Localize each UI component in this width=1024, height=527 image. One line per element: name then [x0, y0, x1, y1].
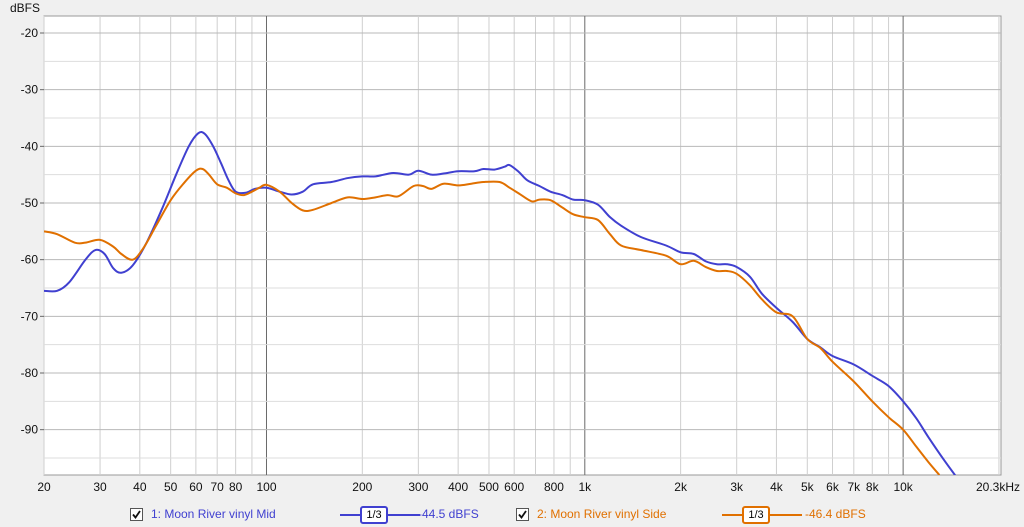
x-tick-label: 500 [479, 480, 499, 494]
series-1-checkbox[interactable] [130, 507, 143, 521]
x-tick-label: 600 [504, 480, 524, 494]
series-line-1 [44, 130, 957, 475]
series-lines [44, 130, 957, 475]
x-tick-label: 8k [866, 480, 880, 494]
checkmark-icon [132, 509, 141, 519]
series-1-level: -44.5 dBFS [418, 503, 479, 525]
series-1-level-text: -44.5 dBFS [418, 507, 479, 521]
y-tick-label: -50 [21, 196, 39, 210]
series-2-level: -46.4 dBFS [805, 503, 866, 525]
x-tick-label: 20.3kHz [976, 480, 1020, 494]
x-tick-label: 40 [133, 480, 147, 494]
plot-background [43, 15, 1002, 476]
y-axis-unit-label: dBFS [10, 1, 40, 15]
series-1-label: 1: Moon River vinyl Mid [151, 507, 276, 521]
x-tick-label: 200 [352, 480, 372, 494]
x-tick-label: 100 [256, 480, 276, 494]
x-tick-label: 3k [730, 480, 744, 494]
y-axis-ticks: -20 -30 -40 -50 -60 -70 -80 -90 [21, 26, 44, 437]
y-tick-label: -30 [21, 83, 39, 97]
series-line-2 [44, 167, 941, 475]
legend-item-mid[interactable]: 1: Moon River vinyl Mid [130, 503, 276, 525]
y-tick-label: -90 [21, 423, 39, 437]
x-tick-label: 300 [408, 480, 428, 494]
x-tick-label: 2k [674, 480, 688, 494]
legend-item-side[interactable]: 2: Moon River vinyl Side [516, 503, 666, 525]
x-tick-label: 20 [37, 480, 51, 494]
x-axis-ticks: 20 30 40 50 60 70 80 100 200 300 400 500 600 800 1k 2k 3… [37, 480, 1020, 494]
y-tick-label: -80 [21, 366, 39, 380]
x-tick-label: 400 [448, 480, 468, 494]
x-tick-label: 50 [164, 480, 178, 494]
x-tick-label: 80 [229, 480, 243, 494]
frequency-response-chart: -20 -30 -40 -50 -60 -70 -80 -90 20 30 40 50 60 70 80 1… [10, 1, 1020, 494]
y-tick-label: -60 [21, 253, 39, 267]
series-2-level-text: -46.4 dBFS [805, 507, 866, 521]
y-tick-label: -20 [21, 26, 39, 40]
x-tick-label: 60 [189, 480, 203, 494]
grid [43, 16, 1001, 475]
x-tick-label: 7k [847, 480, 861, 494]
x-tick-label: 70 [211, 480, 225, 494]
x-tick-label: 30 [93, 480, 107, 494]
series-2-smoothing-control[interactable]: 1/3 [722, 505, 802, 524]
y-tick-label: -70 [21, 309, 39, 323]
x-tick-label: 5k [801, 480, 815, 494]
series-2-checkbox[interactable] [516, 507, 529, 521]
x-tick-label: 800 [544, 480, 564, 494]
x-tick-label: 4k [770, 480, 784, 494]
y-tick-label: -40 [21, 139, 39, 153]
x-tick-label: 10k [893, 480, 913, 494]
series-2-label: 2: Moon River vinyl Side [537, 507, 667, 521]
checkmark-icon [518, 509, 527, 519]
x-tick-label: 1k [578, 480, 592, 494]
series-1-smoothing-value[interactable]: 1/3 [360, 506, 388, 524]
series-1-smoothing-control[interactable]: 1/3 [340, 505, 420, 524]
series-2-smoothing-value[interactable]: 1/3 [742, 506, 770, 524]
x-tick-label: 6k [826, 480, 840, 494]
legend-bar: 1: Moon River vinyl Mid 1/3 -44.5 dBFS 2… [0, 503, 1024, 525]
